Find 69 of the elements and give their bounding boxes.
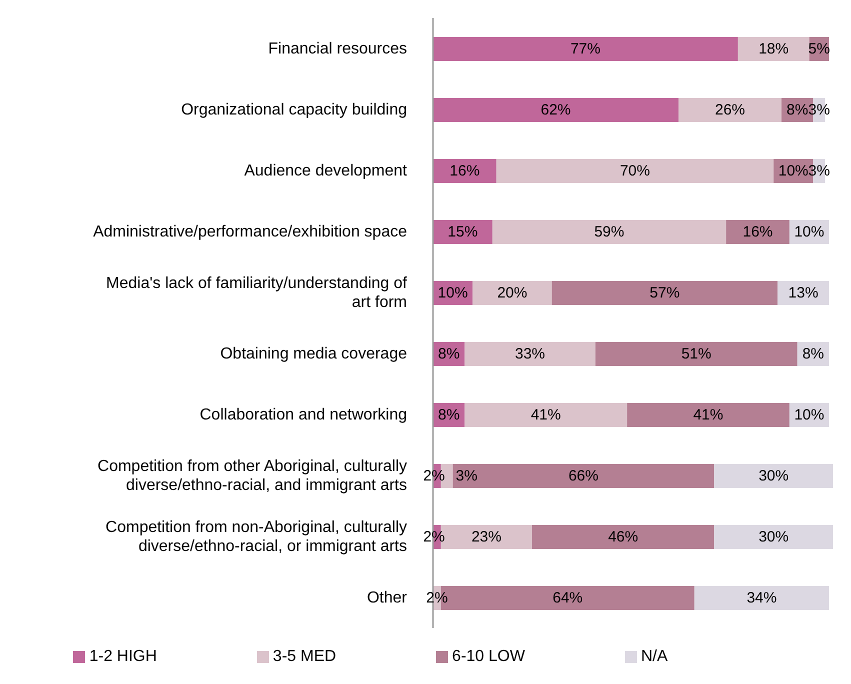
bar [464, 403, 628, 427]
data-label: 30% [758, 528, 789, 546]
bar [552, 281, 778, 305]
bar [738, 37, 810, 61]
data-label: 10% [794, 406, 824, 424]
data-label: 10% [438, 284, 468, 302]
y-tick-label: Administrative/performance/exhibition space [93, 223, 408, 240]
data-label: 8% [438, 346, 460, 362]
data-label: 26% [715, 102, 746, 118]
bar [433, 37, 738, 61]
data-label: 23% [471, 528, 502, 546]
data-label: 15% [448, 224, 478, 240]
data-label: 57% [650, 284, 680, 302]
bar [714, 525, 833, 549]
data-label: 77% [570, 40, 600, 58]
bar [678, 98, 782, 122]
y-tick-label: Financial resources [268, 40, 407, 57]
data-label: 62% [540, 102, 571, 118]
bar [452, 464, 714, 488]
legend-label: 1-2 HIGH [89, 648, 157, 665]
data-label: 10% [794, 224, 824, 240]
legend-label: 6-10 LOW [452, 648, 525, 665]
data-label: 30% [758, 468, 789, 484]
bar [627, 403, 790, 427]
legend-label: 3-5 MED [272, 648, 336, 665]
y-tick-label: Audience development [244, 162, 408, 179]
data-label: 2% [423, 468, 445, 484]
data-label: 41% [530, 406, 561, 424]
data-label: 3% [808, 102, 830, 118]
data-label: 51% [681, 346, 712, 362]
data-label: 10% [778, 162, 808, 180]
data-label: 16% [742, 224, 773, 240]
bar [694, 586, 830, 610]
data-label: 70% [620, 162, 650, 180]
data-label: 64% [552, 590, 583, 606]
bar [492, 220, 726, 244]
y-tick-label: Obtaining media coverage [220, 345, 408, 362]
bar [433, 98, 679, 122]
bar [595, 342, 798, 366]
data-label: 41% [693, 406, 724, 424]
data-label: 20% [497, 284, 528, 302]
bar [496, 159, 774, 183]
data-label: 8% [786, 102, 808, 118]
bar [464, 342, 596, 366]
y-tick-label: Organizational capacity building [181, 101, 407, 118]
bar [472, 281, 552, 305]
data-label: 66% [568, 468, 599, 484]
y-tick-label: Collaboration and networking [200, 406, 407, 423]
y-tick-label: Competition from other Aboriginal, culturally diverse/ethno-racial, and immigrant arts [98, 458, 407, 494]
y-tick-label: Competition from non-Aboriginal, culturally diverse/ethno-racial, or immigrant arts [106, 518, 407, 554]
data-label: 18% [758, 40, 789, 58]
data-label: 16% [450, 162, 480, 180]
data-label: 3% [808, 162, 830, 180]
y-tick-label: Other [366, 589, 408, 606]
bar [532, 525, 714, 549]
data-label: 8% [802, 346, 824, 362]
legend-label: N/A [640, 648, 668, 665]
data-label: 34% [746, 590, 777, 606]
data-label: 46% [608, 528, 638, 546]
bar [726, 220, 790, 244]
data-label: 33% [515, 346, 546, 362]
data-label: 2% [426, 590, 448, 606]
data-label: 2% [423, 528, 445, 546]
data-label: 3% [456, 468, 478, 484]
y-tick-label: Media's lack of familiarity/understanding of art form [106, 274, 408, 310]
data-label: 8% [438, 406, 460, 424]
bar [714, 464, 833, 488]
data-label: 13% [788, 284, 818, 302]
data-label: 59% [594, 224, 624, 240]
